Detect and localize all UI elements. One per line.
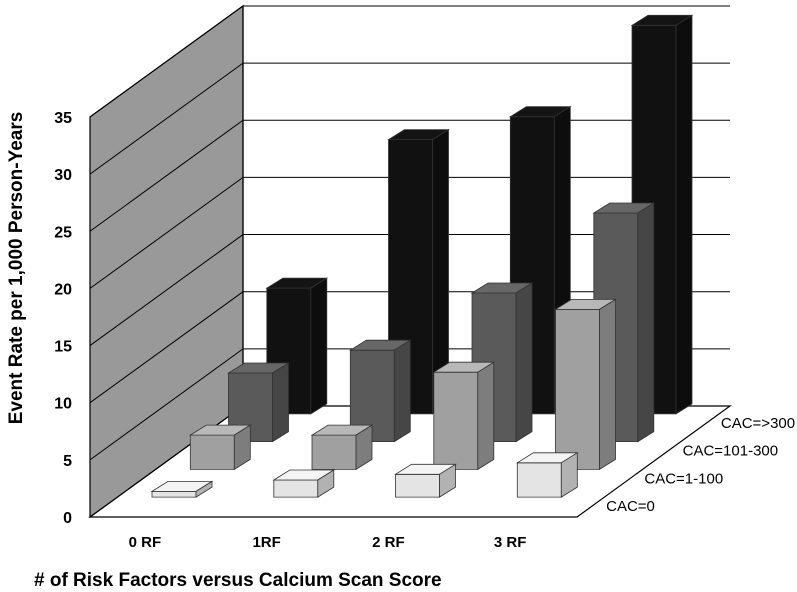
gridline-side bbox=[89, 291, 244, 404]
bar-front bbox=[151, 490, 197, 498]
bar-front bbox=[516, 462, 562, 498]
series-label: CAC=1-100 bbox=[644, 470, 723, 487]
bar bbox=[348, 339, 412, 443]
y-tick-label: 35 bbox=[54, 110, 72, 127]
bar-front bbox=[311, 434, 357, 470]
bar-side bbox=[310, 277, 328, 415]
bar-side bbox=[393, 339, 411, 443]
x-tick-label: 2 RF bbox=[372, 534, 405, 551]
bar-front bbox=[555, 308, 600, 470]
bar bbox=[227, 362, 290, 443]
y-tick-label: 15 bbox=[54, 339, 72, 356]
y-tick-label: 10 bbox=[54, 396, 72, 413]
gridline-side bbox=[89, 234, 244, 346]
bar-side bbox=[675, 14, 693, 415]
bar bbox=[310, 424, 374, 471]
bar-side bbox=[233, 424, 251, 471]
bar-side bbox=[515, 282, 533, 443]
bar-front bbox=[433, 371, 479, 470]
y-tick-label: 25 bbox=[54, 224, 72, 241]
bar bbox=[554, 298, 617, 471]
bar-side bbox=[560, 452, 578, 498]
gridline-side bbox=[89, 5, 244, 118]
bar-side bbox=[439, 463, 456, 498]
bar bbox=[188, 424, 252, 471]
x-axis-label: # of Risk Factors versus Calcium Scan Sc… bbox=[34, 570, 442, 591]
bar bbox=[150, 480, 214, 498]
gridline-side bbox=[89, 405, 244, 518]
series-label: CAC=0 bbox=[606, 498, 655, 515]
x-tick-label: 0 RF bbox=[129, 534, 162, 551]
bar bbox=[515, 452, 579, 498]
bar-front bbox=[395, 473, 440, 498]
bar bbox=[272, 469, 336, 498]
x-axis-ticks: 0 RF 1RF 2 RF 3 RF bbox=[129, 534, 527, 551]
bar-side bbox=[195, 480, 213, 498]
y-axis-label: Event Rate per 1,000 Person-Years bbox=[6, 112, 27, 425]
gridline-side bbox=[89, 119, 244, 232]
bar bbox=[394, 463, 457, 498]
bar-side bbox=[272, 362, 289, 443]
y-tick-label: 20 bbox=[54, 281, 72, 298]
gridline-side bbox=[89, 348, 244, 461]
y-tick-label: 0 bbox=[63, 510, 72, 527]
y-axis-ticks: 0 5 10 15 20 25 30 35 bbox=[54, 110, 72, 527]
series-labels: CAC=0 CAC=1-100 CAC=101-300 CAC=>300 bbox=[606, 415, 795, 515]
x-tick-label: 1RF bbox=[252, 534, 280, 551]
bar-side bbox=[317, 469, 335, 498]
bar-front bbox=[273, 479, 319, 498]
bar-side bbox=[355, 424, 373, 471]
chart-bars bbox=[150, 14, 694, 498]
bar-side bbox=[477, 361, 495, 471]
y-tick-label: 30 bbox=[54, 167, 72, 184]
series-label: CAC=>300 bbox=[721, 415, 795, 432]
gridline-side bbox=[89, 176, 244, 289]
gridline-side bbox=[89, 62, 244, 175]
bar-side bbox=[599, 298, 616, 471]
bar-front bbox=[189, 434, 235, 470]
bar-side bbox=[637, 202, 655, 443]
bar bbox=[432, 361, 496, 471]
x-tick-label: 3 RF bbox=[494, 534, 527, 551]
y-tick-label: 5 bbox=[63, 453, 72, 470]
series-label: CAC=101-300 bbox=[683, 443, 778, 460]
